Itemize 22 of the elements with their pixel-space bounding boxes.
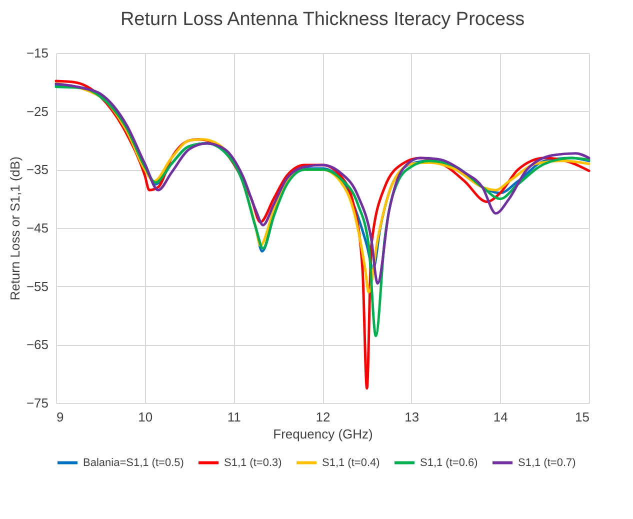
y-tick-label: −35 (26, 162, 48, 178)
x-tick-label: 14 (493, 410, 508, 424)
y-tick-label: −15 (26, 46, 48, 60)
x-tick-label: 13 (404, 410, 420, 424)
legend-label: S1,1 (t=0.4) (322, 456, 380, 469)
x-tick-label: 15 (575, 410, 590, 424)
chart-title: Return Loss Antenna Thickness Iteracy Process (120, 9, 525, 30)
y-tick-label: −45 (26, 220, 48, 236)
x-tick-label: 10 (138, 410, 153, 424)
legend-label: S1,1 (t=0.6) (420, 456, 478, 469)
x-axis-title: Frequency (GHz) (273, 426, 373, 442)
y-tick-label: −25 (26, 104, 48, 119)
x-tick-label: 12 (316, 410, 330, 424)
y-tick-label: −65 (26, 337, 48, 352)
x-tick-label: 9 (56, 410, 64, 424)
y-axis-title: Return Loss or S1,1 (dB) (7, 156, 22, 300)
x-tick-label: 11 (227, 410, 241, 424)
y-tick-label: −55 (26, 278, 48, 294)
y-tick-label: −75 (26, 396, 48, 410)
legend-label: S1,1 (t=0.3) (224, 456, 282, 469)
legend-label: S1,1 (t=0.7) (518, 456, 576, 469)
legend-label: Balania=S1,1 (t=0.5) (83, 456, 184, 469)
